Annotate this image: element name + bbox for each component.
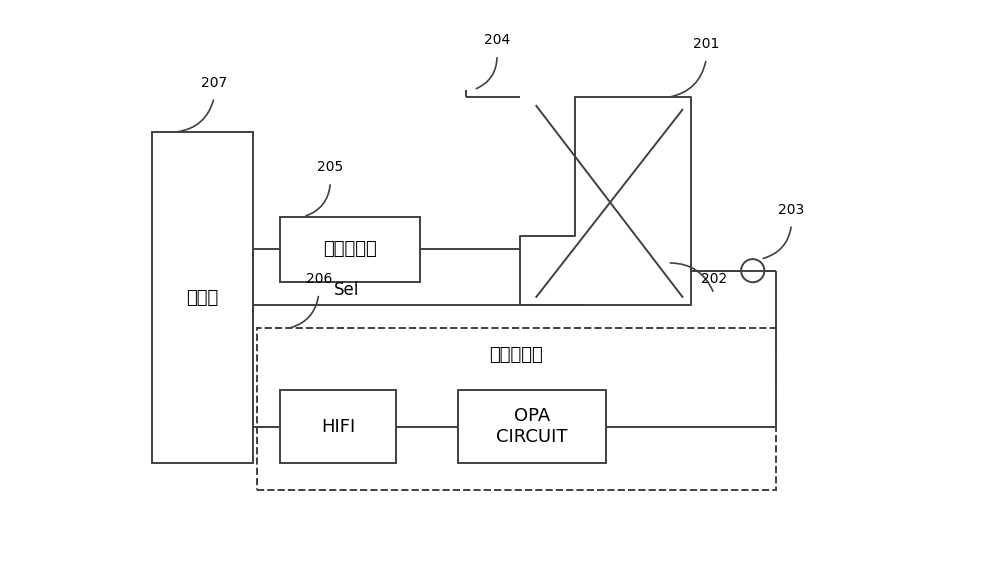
Bar — [280, 217, 420, 282]
Text: 201: 201 — [693, 37, 719, 51]
Text: OPA
CIRCUIT: OPA CIRCUIT — [496, 407, 568, 446]
Text: 203: 203 — [778, 203, 805, 217]
Text: HIFI: HIFI — [321, 417, 355, 436]
Text: 206: 206 — [306, 272, 332, 286]
Bar — [458, 390, 606, 463]
Bar — [257, 328, 776, 490]
Text: 207: 207 — [201, 76, 227, 90]
Text: 音频播放器: 音频播放器 — [490, 346, 543, 364]
Text: 处理器: 处理器 — [186, 289, 219, 307]
Text: 音频解码器: 音频解码器 — [323, 240, 377, 258]
Bar — [280, 390, 396, 463]
Bar — [152, 132, 253, 463]
Text: 202: 202 — [701, 272, 727, 286]
Text: Sel: Sel — [334, 281, 360, 299]
Text: 204: 204 — [484, 34, 510, 47]
Text: 205: 205 — [317, 160, 344, 174]
